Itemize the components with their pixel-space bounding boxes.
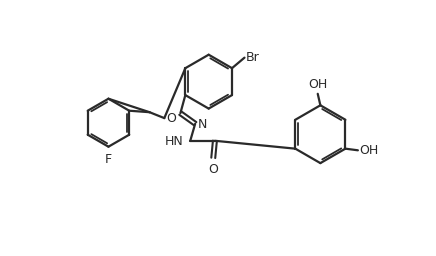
Text: F: F xyxy=(105,153,112,166)
Text: O: O xyxy=(208,163,218,176)
Text: HN: HN xyxy=(164,135,183,148)
Text: Br: Br xyxy=(246,51,259,64)
Text: N: N xyxy=(198,118,207,131)
Text: O: O xyxy=(167,112,177,125)
Text: OH: OH xyxy=(308,78,327,91)
Text: OH: OH xyxy=(359,144,378,157)
